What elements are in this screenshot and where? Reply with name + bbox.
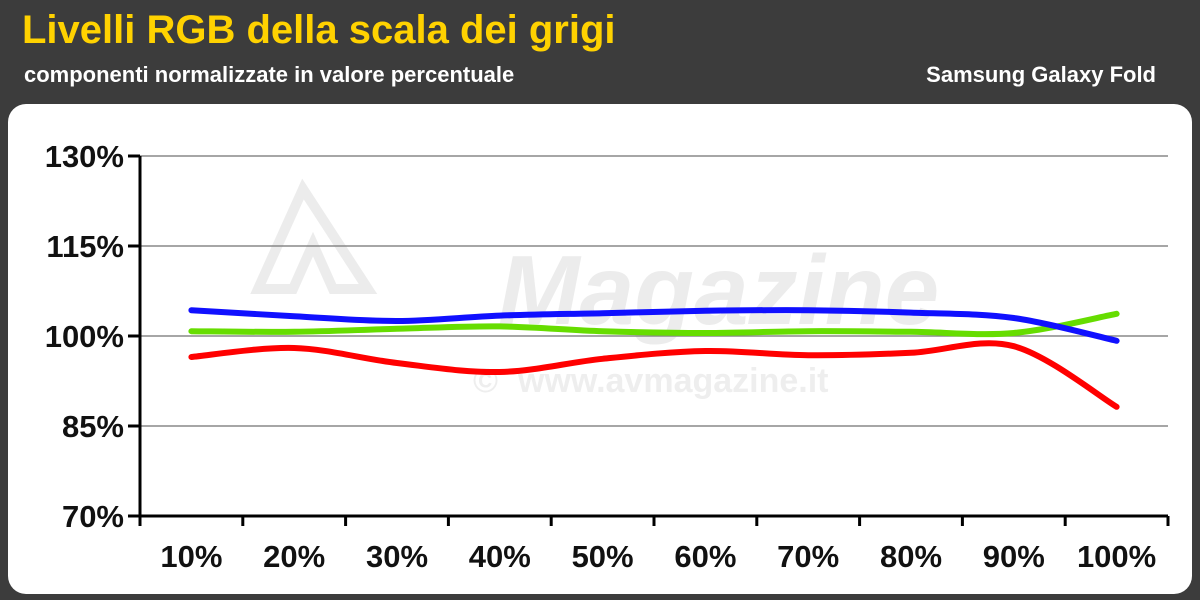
y-tick-label: 115% bbox=[46, 229, 124, 264]
x-tick-label: 20% bbox=[263, 539, 325, 574]
x-tick-label: 60% bbox=[674, 539, 736, 574]
device-name: Samsung Galaxy Fold bbox=[926, 62, 1156, 87]
y-tick-label: 85% bbox=[62, 409, 124, 444]
red-series-line bbox=[188, 340, 1120, 410]
x-tick-label: 100% bbox=[1077, 539, 1156, 574]
watermark-brand: Magazine bbox=[498, 235, 939, 345]
y-tick-label: 130% bbox=[45, 139, 124, 174]
x-tick-label: 30% bbox=[366, 539, 428, 574]
x-tick-label: 10% bbox=[160, 539, 222, 574]
blue-series-line bbox=[188, 307, 1120, 344]
grid bbox=[140, 155, 1168, 427]
y-axis-ticks: 70% 85% 100% 115% 130% bbox=[45, 139, 124, 534]
y-tick-label: 100% bbox=[45, 319, 124, 354]
watermark-copyright-icon: © bbox=[473, 362, 498, 400]
header-bar: Livelli RGB della scala dei grigi compon… bbox=[0, 0, 1200, 100]
watermark: Magazine © www.avmagazine.it bbox=[250, 178, 939, 400]
y-tick-label: 70% bbox=[62, 499, 124, 534]
chart-title: Livelli RGB della scala dei grigi bbox=[22, 8, 616, 52]
x-tick-label: 50% bbox=[572, 539, 634, 574]
chart-panel: Magazine © www.avmagazine.it 70% 85% 100% 1… bbox=[8, 104, 1192, 594]
chart-subtitle: componenti normalizzate in valore percen… bbox=[24, 62, 515, 87]
watermark-url: www.avmagazine.it bbox=[517, 362, 829, 400]
x-tick-label: 40% bbox=[469, 539, 531, 574]
axes bbox=[128, 154, 1170, 526]
series-lines bbox=[188, 307, 1120, 410]
green-series-line bbox=[188, 310, 1120, 338]
x-tick-label: 90% bbox=[983, 539, 1045, 574]
watermark-logo-icon bbox=[250, 178, 378, 294]
x-axis-ticks: 10% 20% 30% 40% 50% 60% 70% 80% 90% 100% bbox=[160, 539, 1156, 574]
x-tick-label: 80% bbox=[880, 539, 942, 574]
line-chart: Magazine © www.avmagazine.it 70%85%100%1… bbox=[45, 139, 1170, 574]
x-tick-label: 70% bbox=[777, 539, 839, 574]
